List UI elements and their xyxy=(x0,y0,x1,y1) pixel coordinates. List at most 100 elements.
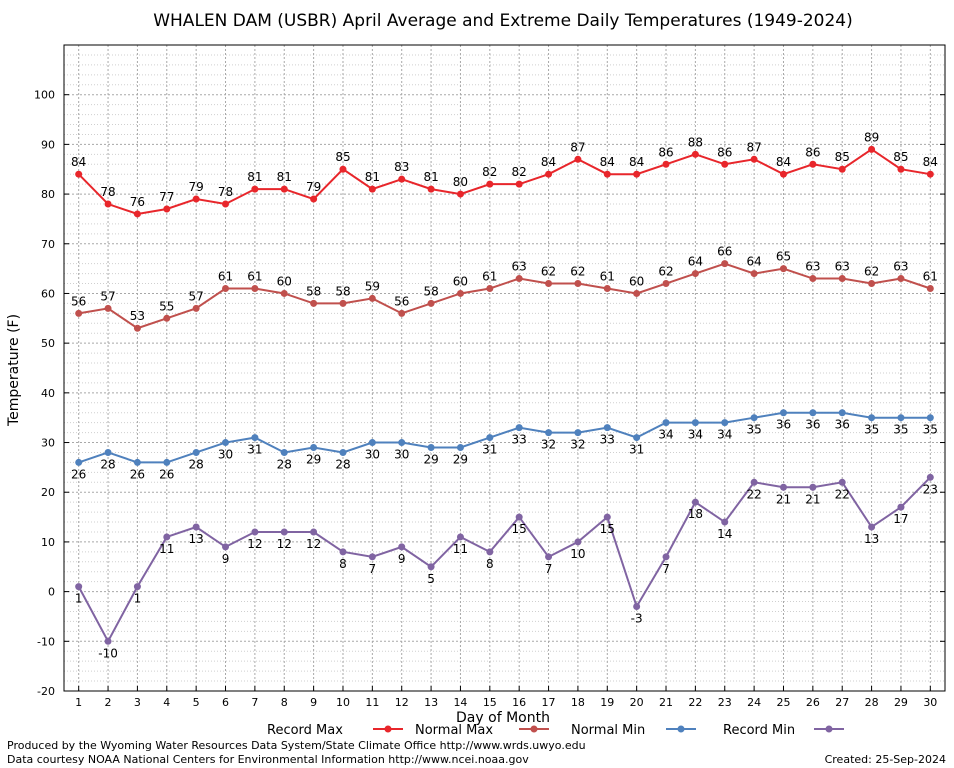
y-tick-label: 80 xyxy=(41,188,55,201)
data-label: 31 xyxy=(482,443,497,457)
data-label: 61 xyxy=(218,269,233,283)
data-point xyxy=(398,309,406,317)
data-label: 30 xyxy=(218,448,233,462)
data-point xyxy=(222,284,230,292)
data-label: 29 xyxy=(306,453,321,467)
data-label: 61 xyxy=(482,269,497,283)
data-label: 58 xyxy=(306,284,321,298)
data-label: 32 xyxy=(570,438,585,452)
data-label: 34 xyxy=(717,428,732,442)
data-label: 35 xyxy=(923,423,938,437)
data-point xyxy=(486,284,494,292)
data-point xyxy=(486,548,494,556)
data-point xyxy=(339,548,347,556)
data-point xyxy=(310,444,318,452)
data-point xyxy=(779,409,787,417)
data-point xyxy=(897,414,905,422)
data-point xyxy=(163,533,171,541)
data-label: 5 xyxy=(427,572,435,586)
data-point xyxy=(750,155,758,163)
data-point xyxy=(926,473,934,481)
data-point xyxy=(691,150,699,158)
data-label: 30 xyxy=(365,448,380,462)
data-point xyxy=(574,155,582,163)
data-point xyxy=(779,483,787,491)
data-label: 83 xyxy=(394,160,409,174)
data-label: 7 xyxy=(545,562,553,576)
data-label: 21 xyxy=(776,492,791,506)
data-label: 56 xyxy=(71,294,86,308)
data-point xyxy=(926,170,934,178)
data-point xyxy=(133,324,141,332)
y-tick-label: 70 xyxy=(41,238,55,251)
data-label: -10 xyxy=(98,646,118,660)
series-normal-max: 56 57 53 55 57 61 61 60 58 58 59 56 58 60 61 63 62 62 61 60… xyxy=(71,245,938,332)
data-point xyxy=(339,448,347,456)
data-point xyxy=(897,275,905,283)
data-label: 60 xyxy=(277,274,292,288)
data-label: 63 xyxy=(805,260,820,274)
x-tick-label: 9 xyxy=(310,696,317,709)
series-record-max: 84 78 76 77 79 78 81 81 79 85 81 83 81 80 82 82 84 87 84 84… xyxy=(71,130,938,218)
data-label: 84 xyxy=(776,155,791,169)
x-tick-label: 14 xyxy=(453,696,467,709)
data-label: 32 xyxy=(541,438,556,452)
data-label: 62 xyxy=(541,265,556,279)
data-label: 86 xyxy=(717,145,732,159)
data-point xyxy=(133,210,141,218)
data-point xyxy=(633,289,641,297)
data-label: 66 xyxy=(717,245,732,259)
x-tick-label: 30 xyxy=(923,696,937,709)
data-point xyxy=(368,185,376,193)
data-label: 7 xyxy=(662,562,670,576)
data-point xyxy=(603,424,611,432)
data-label: 36 xyxy=(805,418,820,432)
data-label: 1 xyxy=(75,592,83,606)
data-point xyxy=(310,195,318,203)
data-point xyxy=(163,314,171,322)
data-point xyxy=(603,284,611,292)
data-point xyxy=(310,528,318,536)
data-label: 84 xyxy=(541,155,556,169)
data-label: 12 xyxy=(247,537,262,551)
data-label: 35 xyxy=(893,423,908,437)
data-point xyxy=(310,299,318,307)
data-point xyxy=(868,523,876,531)
x-tick-label: 25 xyxy=(776,696,790,709)
x-tick-label: 5 xyxy=(193,696,200,709)
data-label: 31 xyxy=(629,443,644,457)
data-point xyxy=(222,439,230,447)
data-point xyxy=(192,195,200,203)
x-tick-label: 12 xyxy=(395,696,409,709)
data-label: 12 xyxy=(306,537,321,551)
data-label: 15 xyxy=(600,522,615,536)
data-label: 36 xyxy=(776,418,791,432)
data-point xyxy=(809,409,817,417)
data-point xyxy=(251,185,259,193)
data-point xyxy=(398,543,406,551)
legend-label: Record Min xyxy=(723,723,795,738)
data-label: 84 xyxy=(600,155,615,169)
data-label: 81 xyxy=(423,170,438,184)
x-tick-label: 17 xyxy=(542,696,556,709)
series-line xyxy=(78,411,931,464)
data-point xyxy=(251,284,259,292)
x-tick-label: 19 xyxy=(600,696,614,709)
data-point xyxy=(515,275,523,283)
y-tick-label: 40 xyxy=(41,387,55,400)
data-label: 79 xyxy=(306,180,321,194)
y-tick-label: -20 xyxy=(37,685,55,698)
data-label: 62 xyxy=(864,265,879,279)
x-tick-label: 13 xyxy=(424,696,438,709)
data-point xyxy=(809,160,817,168)
chart-title: WHALEN DAM (USBR) April Average and Extr… xyxy=(153,11,853,31)
data-label: 78 xyxy=(218,185,233,199)
data-label: 85 xyxy=(835,150,850,164)
data-point xyxy=(574,280,582,288)
data-point xyxy=(545,280,553,288)
data-point xyxy=(633,434,641,442)
data-label: 80 xyxy=(453,175,468,189)
data-point xyxy=(574,538,582,546)
